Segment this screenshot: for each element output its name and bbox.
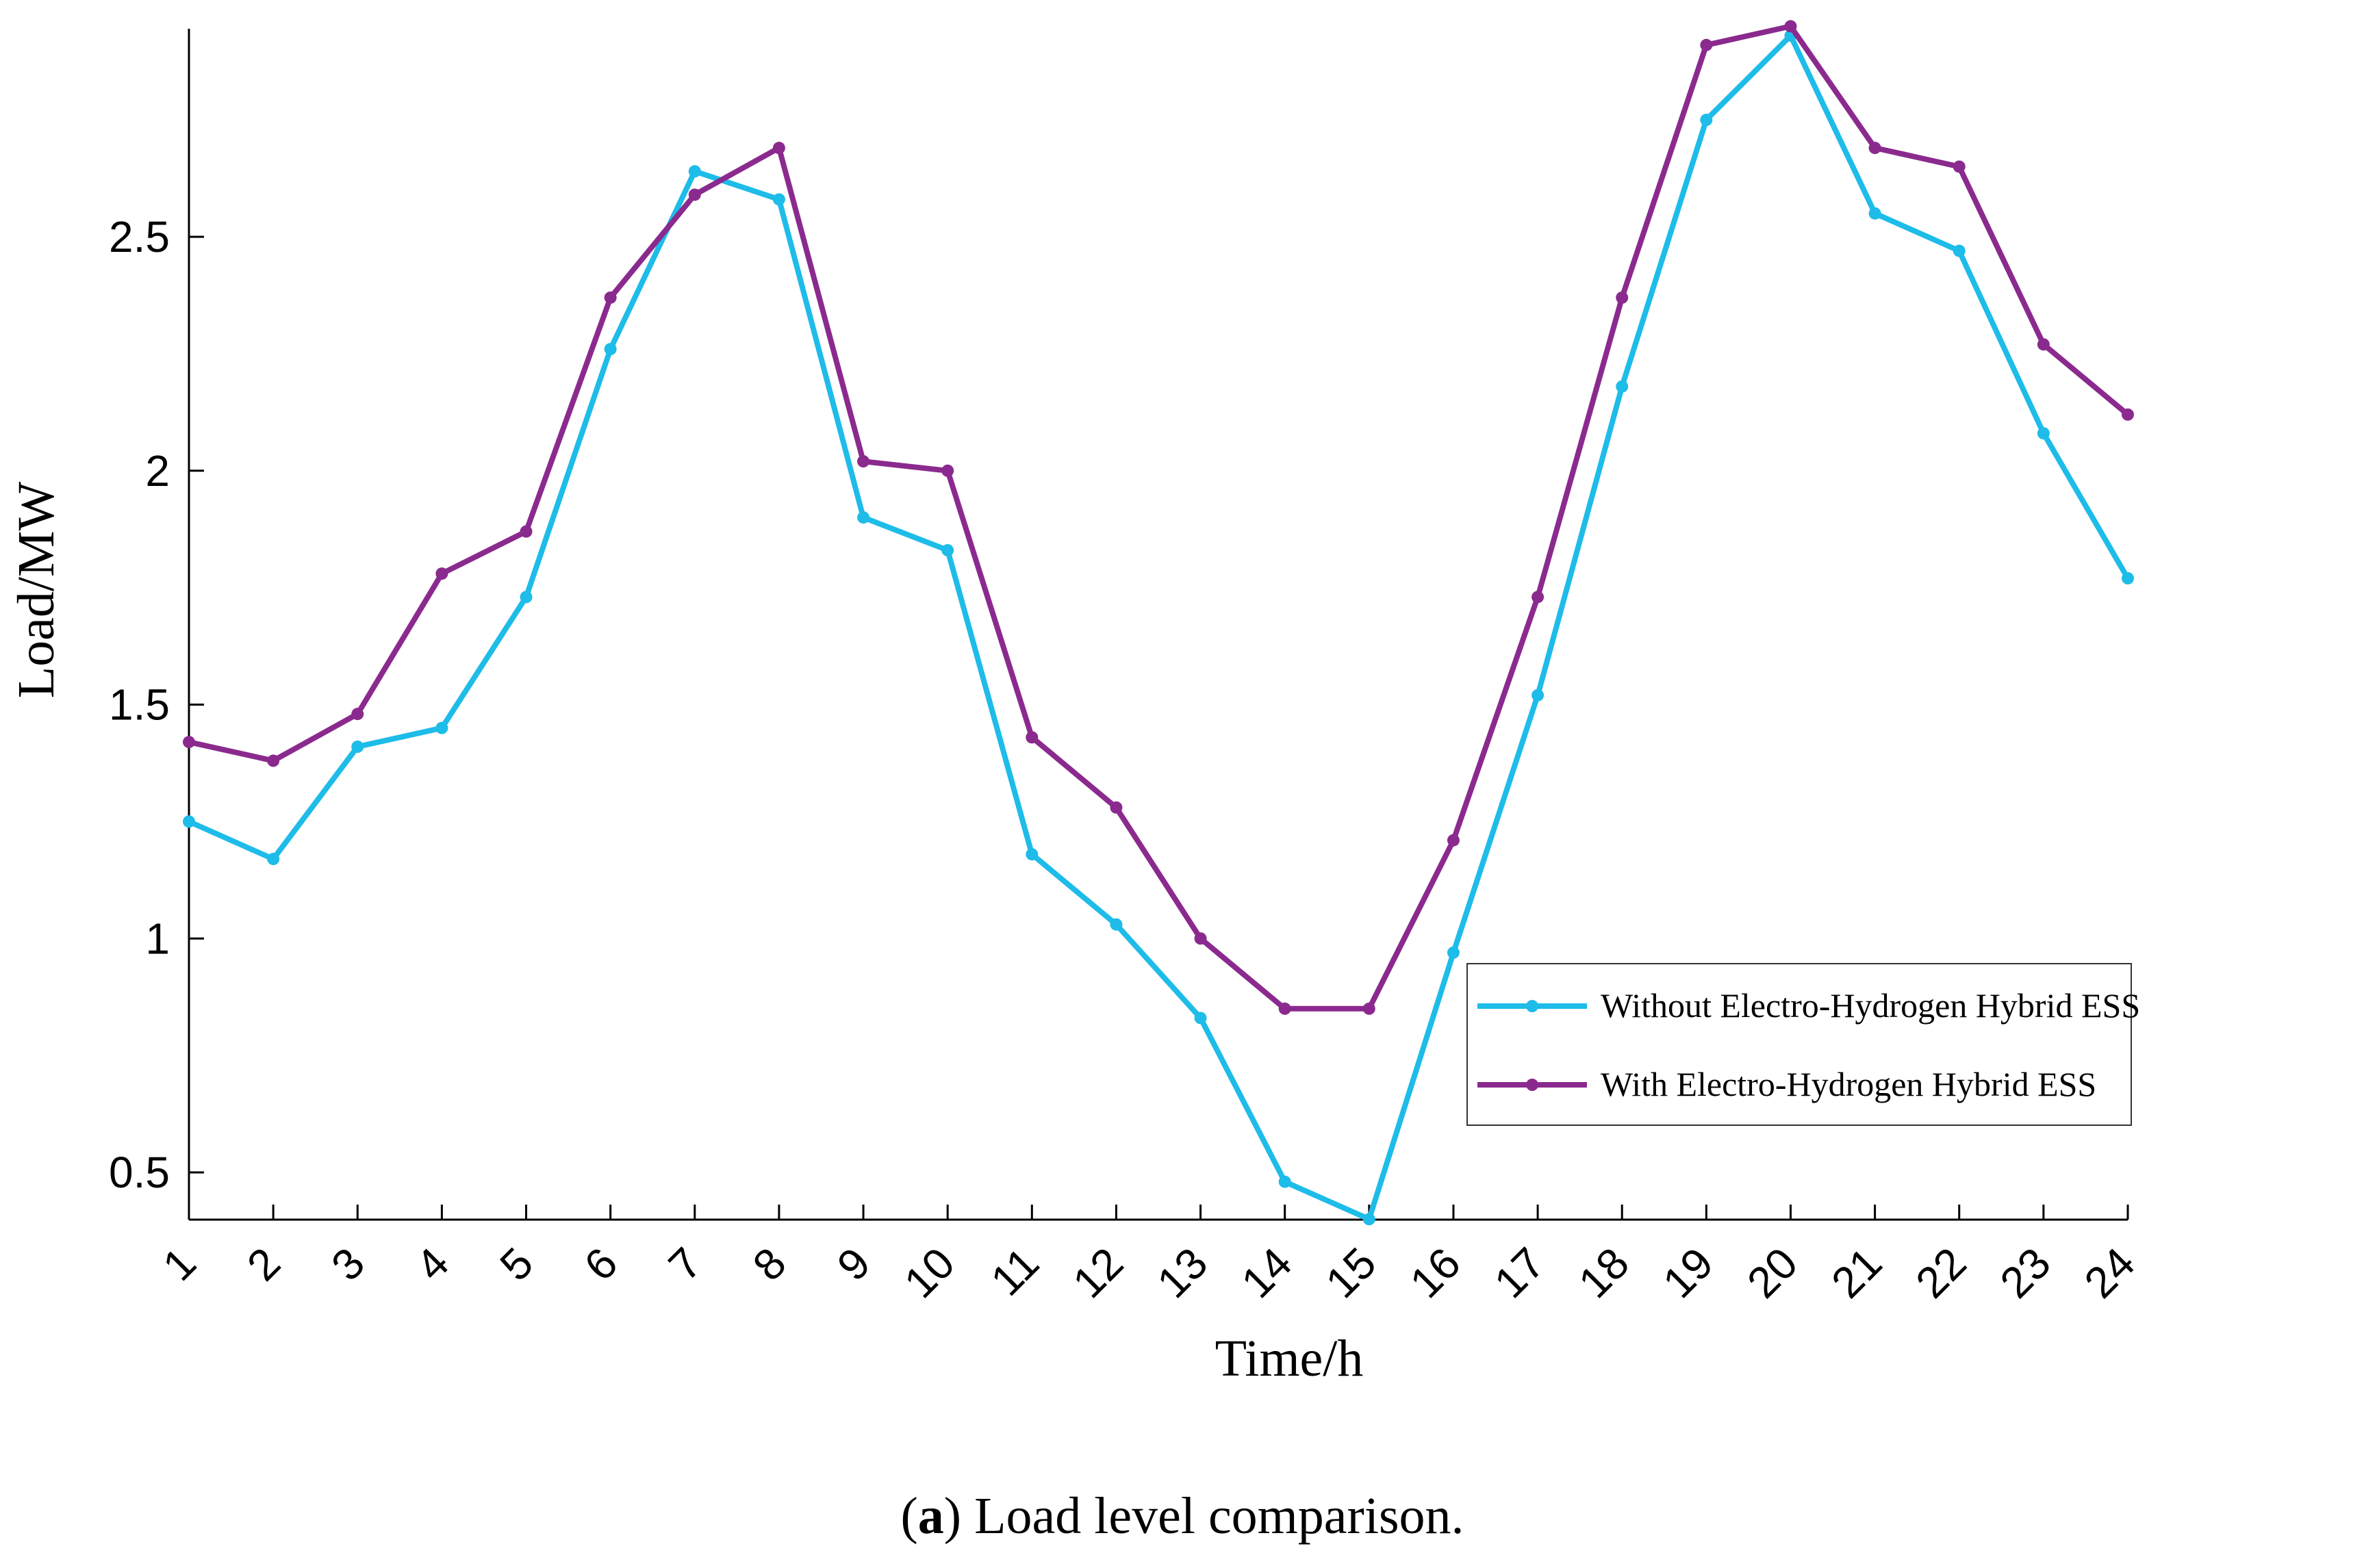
series-2-point [604, 291, 617, 304]
x-tick-label: 1 [153, 1238, 205, 1290]
series-2-point [772, 142, 785, 155]
series-1-point [183, 815, 195, 828]
x-tick-label: 24 [2075, 1238, 2144, 1307]
x-tick-label: 11 [981, 1238, 1048, 1305]
series-2-point [1616, 291, 1629, 304]
series-2-point [520, 525, 533, 538]
series-2-line [188, 23, 2130, 1012]
series-2-point [1868, 142, 1881, 155]
series-2 [183, 20, 2134, 1015]
caption-text: ) Load level comparison. [944, 1487, 1464, 1545]
series-1-point [1194, 1012, 1207, 1025]
legend-label: With Electro-Hydrogen Hybrid ESS [1601, 1065, 2096, 1103]
x-tick-label: 15 [1316, 1238, 1385, 1307]
legend-item-1: Without Electro-Hydrogen Hybrid ESS [1477, 986, 2140, 1025]
series-2-point [1531, 591, 1545, 604]
series-2-point [2122, 408, 2134, 421]
x-tick-label: 2 [238, 1238, 290, 1290]
y-tick-label: 1.5 [109, 680, 170, 730]
axes [188, 29, 2128, 1221]
series-2-point [1784, 20, 1797, 33]
x-tick-label: 17 [1485, 1238, 1554, 1307]
x-tick-label: 3 [322, 1238, 374, 1290]
y-tick-label: 0.5 [109, 1148, 170, 1197]
series-1-point [1362, 1213, 1375, 1226]
series-2-point [1110, 801, 1123, 814]
series-2-point [1447, 834, 1460, 847]
series-1-point [435, 721, 448, 734]
series-1-point [688, 165, 701, 178]
series-1-point [267, 853, 280, 866]
x-tick-label: 22 [1906, 1238, 1975, 1307]
series-1-point [941, 543, 954, 556]
legend-item-2: With Electro-Hydrogen Hybrid ESS [1477, 1065, 2096, 1103]
series-1 [183, 29, 2134, 1226]
x-tick-label: 4 [406, 1238, 458, 1290]
x-tick-label: 20 [1738, 1238, 1807, 1307]
x-tick-label: 8 [743, 1238, 796, 1290]
x-tick-label: 7 [659, 1238, 711, 1290]
caption-letter: a [918, 1487, 944, 1545]
y-tick-label: 2.5 [109, 212, 170, 261]
series-1-point [772, 193, 785, 206]
x-tick-label: 5 [490, 1238, 542, 1290]
series-1-point [1278, 1175, 1291, 1188]
figure-caption: (a) Load level comparison. [900, 1487, 1464, 1545]
series-1-point [1616, 380, 1629, 393]
series-layer [183, 20, 2134, 1226]
legend-swatch-marker [1526, 1079, 1538, 1091]
series-1-point [1700, 114, 1713, 127]
y-axis-label: Load/MW [8, 481, 65, 698]
x-tick-label: 19 [1653, 1238, 1723, 1307]
series-1-point [1953, 244, 1966, 257]
x-tick-label: 13 [1147, 1238, 1217, 1307]
series-1-point [1110, 918, 1123, 931]
series-2-point [857, 455, 870, 468]
x-tick-label: 16 [1401, 1238, 1470, 1307]
series-1-point [857, 511, 870, 524]
x-tick-label: 10 [895, 1238, 964, 1307]
series-1-point [1531, 689, 1545, 702]
series-2-point [183, 736, 195, 749]
series-1-line [188, 33, 2131, 1222]
series-2-point [267, 754, 280, 767]
y-tick-label: 2 [145, 446, 170, 496]
series-2-point [1700, 38, 1713, 51]
legend-label: Without Electro-Hydrogen Hybrid ESS [1601, 986, 2140, 1025]
x-tick-label: 18 [1569, 1238, 1638, 1307]
x-tick-label: 12 [1063, 1238, 1132, 1307]
caption-open-paren: ( [900, 1487, 917, 1545]
series-2-point [2037, 338, 2050, 351]
series-2-point [688, 188, 701, 201]
x-tick-label: 23 [1991, 1238, 2060, 1307]
x-tick-label: 9 [828, 1238, 880, 1290]
legend-swatch-marker [1526, 1000, 1538, 1012]
x-tick-label: 6 [574, 1238, 626, 1290]
x-tick-label: 14 [1232, 1238, 1301, 1307]
legend: Without Electro-Hydrogen Hybrid ESS With … [1466, 963, 2140, 1126]
series-1-point [2037, 427, 2050, 440]
series-2-point [1953, 160, 1966, 173]
series-2-point [1194, 932, 1207, 945]
series-2-point [941, 464, 954, 477]
series-2-point [435, 567, 448, 580]
series-2-point [1026, 731, 1039, 744]
series-2-point [351, 708, 364, 721]
x-tick-label: 21 [1822, 1238, 1891, 1307]
series-1-point [520, 591, 533, 604]
series-1-point [351, 741, 364, 754]
series-2-point [1362, 1002, 1375, 1015]
series-2-point [1278, 1002, 1291, 1015]
series-1-point [604, 343, 617, 356]
series-1-point [1868, 207, 1881, 220]
legend-box [1466, 963, 2132, 1126]
series-1-point [2122, 571, 2134, 584]
x-axis-label: Time/h [1215, 1330, 1364, 1387]
y-tick-label: 1 [145, 914, 170, 963]
series-1-point [1447, 946, 1460, 959]
series-1-point [1026, 848, 1039, 861]
y-axis-ticks: 0.5 1 1.5 2 2.5 [109, 212, 204, 1197]
